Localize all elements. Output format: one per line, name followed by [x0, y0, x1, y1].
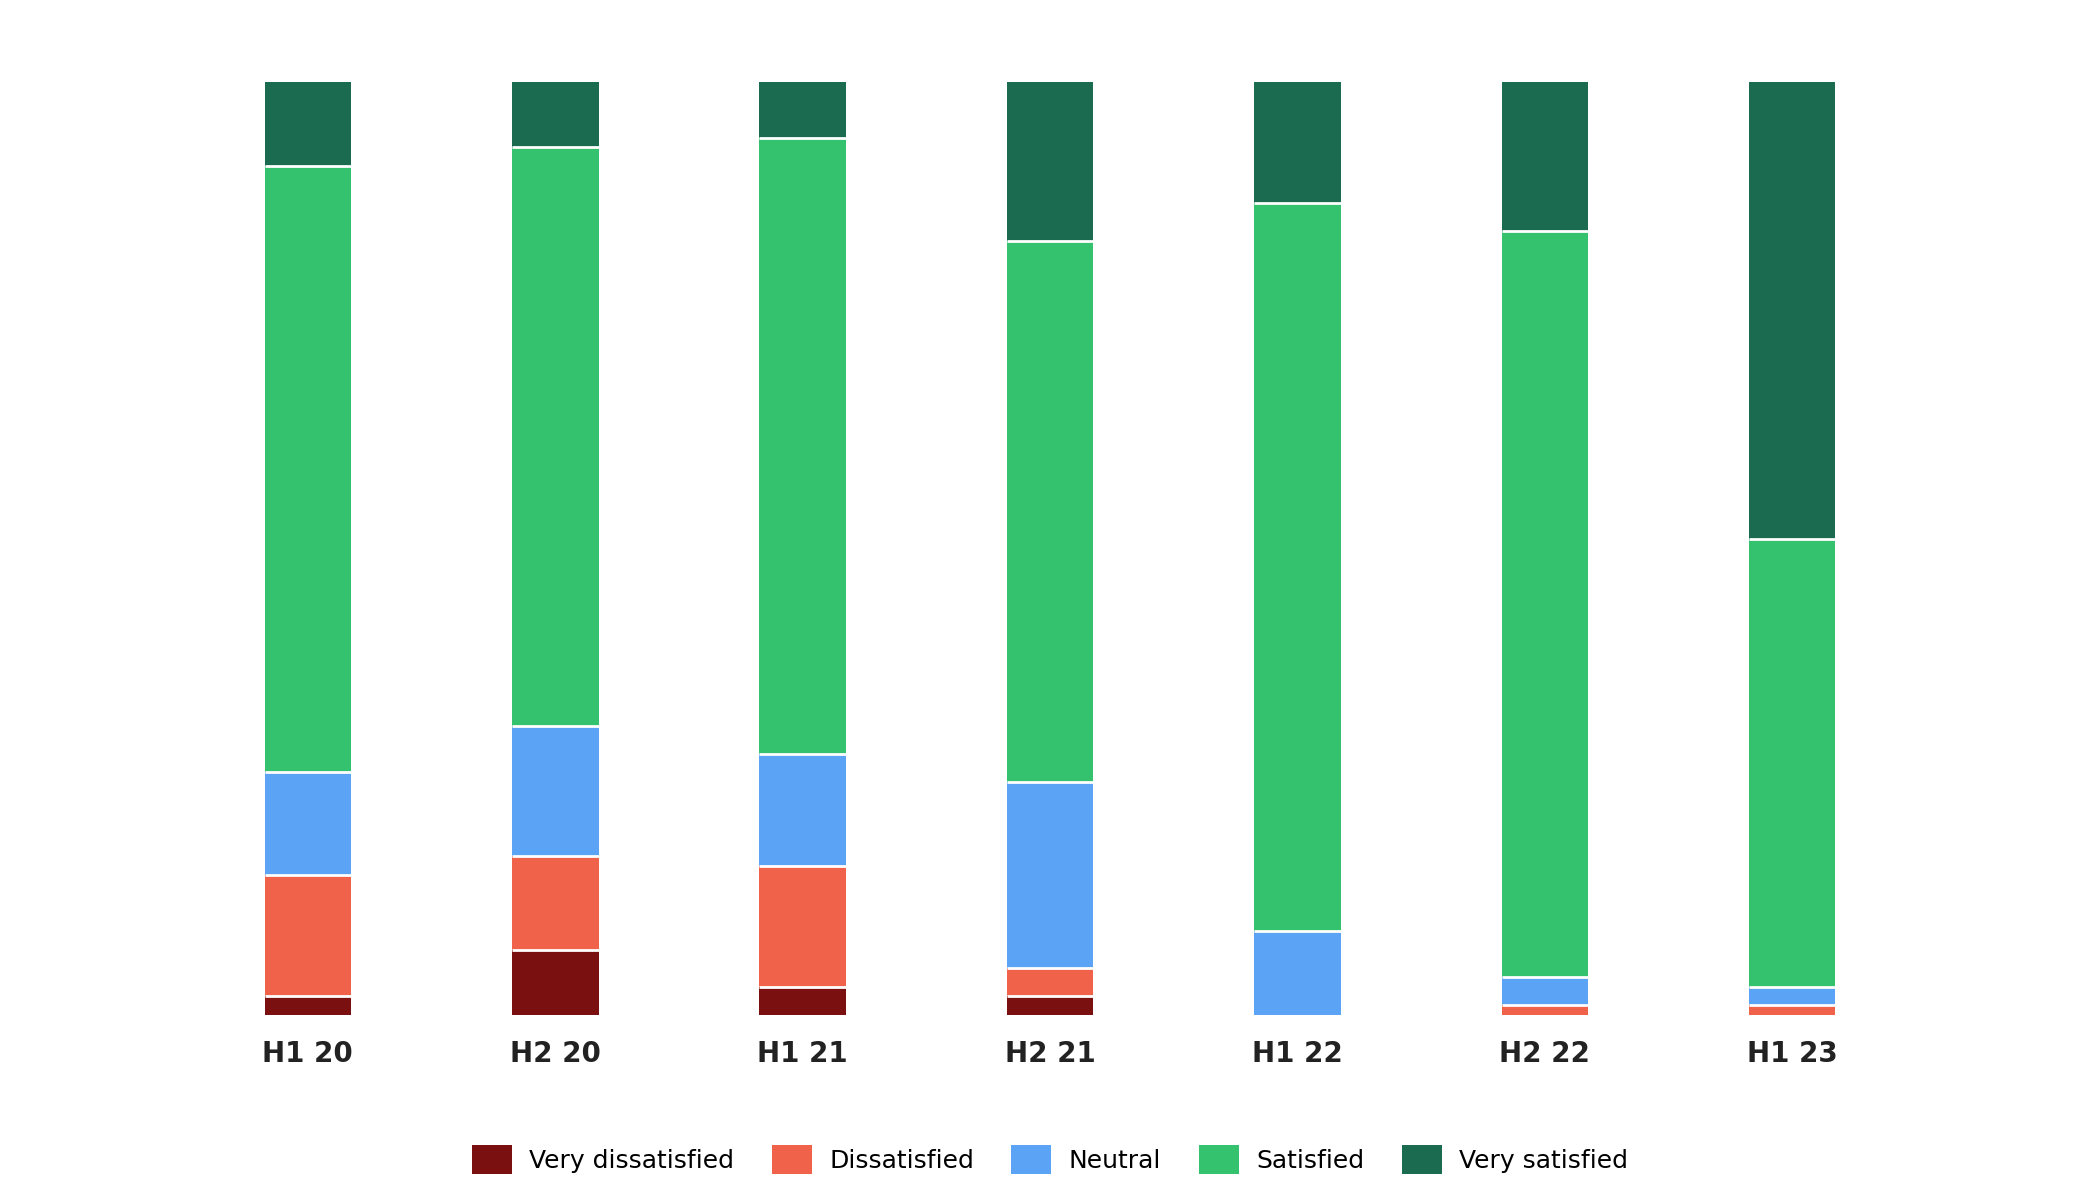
Bar	[512, 857, 598, 950]
Bar	[265, 166, 351, 772]
Bar	[760, 138, 846, 754]
Bar	[1502, 1005, 1588, 1015]
Bar	[512, 83, 598, 148]
Bar	[1749, 83, 1835, 539]
Bar	[760, 986, 846, 1015]
Bar	[760, 754, 846, 866]
Bar	[1006, 781, 1094, 968]
Bar	[1254, 931, 1340, 1015]
Bar	[1749, 986, 1835, 1005]
Bar	[1502, 83, 1588, 231]
Bar	[265, 772, 351, 874]
Bar	[1749, 539, 1835, 986]
Bar	[1006, 83, 1094, 241]
Bar	[760, 866, 846, 986]
Bar	[265, 83, 351, 166]
Bar	[1006, 241, 1094, 781]
Bar	[512, 950, 598, 1015]
Bar	[512, 726, 598, 857]
Bar	[1006, 996, 1094, 1015]
Bar	[1254, 83, 1340, 203]
Bar	[1502, 231, 1588, 977]
Bar	[760, 83, 846, 138]
Bar	[512, 148, 598, 726]
Bar	[1254, 203, 1340, 931]
Bar	[265, 874, 351, 996]
Legend: Very dissatisfied, Dissatisfied, Neutral, Satisfied, Very satisfied: Very dissatisfied, Dissatisfied, Neutral…	[462, 1135, 1638, 1180]
Bar	[1006, 968, 1094, 996]
Bar	[1749, 1005, 1835, 1015]
Bar	[1502, 977, 1588, 1005]
Bar	[265, 996, 351, 1015]
